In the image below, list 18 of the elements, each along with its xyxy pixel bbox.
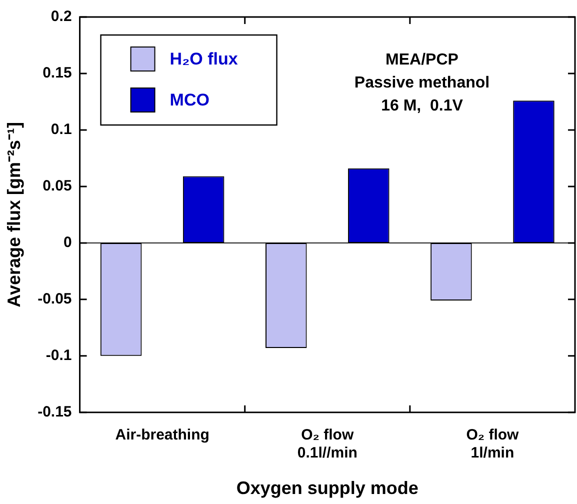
y-tick-label: -0.1 <box>46 347 72 364</box>
annotation: Passive methanol <box>354 74 490 92</box>
y-tick-label: 0.2 <box>50 8 72 26</box>
y-axis-title: Average flux [gm⁻²s⁻¹] <box>4 122 24 308</box>
x-tick-label: Air-breathing <box>115 426 210 444</box>
x-axis-title: Oxygen supply mode <box>236 478 418 498</box>
y-tick-label: 0.1 <box>50 121 72 138</box>
annotation: MEA/PCP <box>386 51 459 68</box>
x-tick-label: O₂ flow 0.1l//min <box>297 426 358 462</box>
y-tick-label: -0.05 <box>38 290 72 308</box>
y-tick-label: -0.15 <box>38 404 72 421</box>
legend-label: MCO <box>170 90 210 110</box>
x-tick-label: O₂ flow 1l/min <box>466 426 520 462</box>
annotation: 16 M, 0.1V <box>381 97 464 114</box>
y-tick-label: 0 <box>63 234 72 252</box>
y-tick-label: 0.05 <box>42 178 72 195</box>
y-tick-label: 0.15 <box>42 64 72 82</box>
legend-label: H₂O flux <box>170 50 238 69</box>
